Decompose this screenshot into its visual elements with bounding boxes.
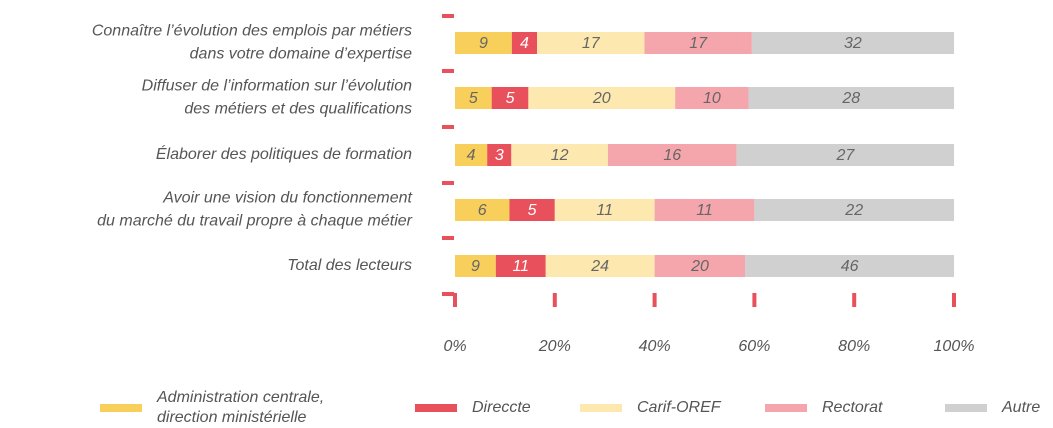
data-label: 22 bbox=[844, 202, 863, 219]
bar-segment bbox=[528, 87, 676, 109]
category-label: Connaître l’évolution des emplois par mé… bbox=[92, 23, 412, 40]
data-label: 46 bbox=[841, 258, 859, 275]
bar-segment bbox=[745, 255, 954, 277]
bar-segment bbox=[491, 87, 529, 109]
legend-label: Rectorat bbox=[822, 399, 883, 416]
data-label: 10 bbox=[703, 90, 721, 107]
bar-segment bbox=[537, 32, 645, 54]
bar-segment bbox=[455, 144, 488, 166]
data-label: 11 bbox=[696, 202, 713, 219]
category-label: Élaborer des politiques de formation bbox=[156, 144, 412, 163]
data-label: 32 bbox=[844, 35, 862, 52]
data-label: 3 bbox=[495, 147, 504, 164]
tick-mark bbox=[652, 293, 657, 307]
separator bbox=[442, 14, 454, 18]
data-label: 9 bbox=[471, 258, 480, 275]
legend-swatch bbox=[100, 404, 142, 412]
data-label: 11 bbox=[596, 202, 613, 219]
legend-swatch bbox=[415, 404, 457, 412]
data-label: 12 bbox=[551, 147, 569, 164]
data-label: 27 bbox=[835, 147, 855, 164]
bar-segment bbox=[455, 32, 512, 54]
bar-segment bbox=[511, 32, 538, 54]
bar-segment bbox=[455, 199, 510, 221]
x-tick-label: 60% bbox=[738, 338, 770, 355]
data-label: 16 bbox=[663, 147, 681, 164]
bar-segment bbox=[754, 199, 954, 221]
legend-label: Administration centrale, bbox=[156, 389, 324, 406]
separator bbox=[442, 236, 454, 240]
data-label: 5 bbox=[506, 90, 515, 107]
data-label: 9 bbox=[479, 35, 488, 52]
x-tick-label: 100% bbox=[934, 338, 975, 355]
data-label: 17 bbox=[582, 35, 601, 52]
category-label: Avoir une vision du fonctionnement bbox=[162, 190, 412, 207]
bar-segment bbox=[675, 87, 749, 109]
bar-segment bbox=[644, 32, 752, 54]
data-label: 28 bbox=[841, 90, 860, 107]
x-tick-label: 0% bbox=[443, 338, 466, 355]
bar-segment bbox=[487, 144, 512, 166]
data-label: 6 bbox=[478, 202, 487, 219]
data-label: 20 bbox=[592, 90, 611, 107]
x-tick-label: 20% bbox=[538, 338, 571, 355]
category-label: des métiers et des qualifications bbox=[184, 101, 412, 118]
data-label: 5 bbox=[528, 202, 537, 219]
legend-swatch bbox=[580, 404, 622, 412]
tick-mark bbox=[952, 293, 956, 307]
legend-label: Direccte bbox=[472, 399, 531, 416]
category-label: Total des lecteurs bbox=[287, 257, 412, 274]
separator bbox=[442, 292, 454, 296]
separator bbox=[442, 69, 454, 73]
bar-segment bbox=[509, 199, 555, 221]
legend-swatch bbox=[765, 404, 807, 412]
tick-mark bbox=[852, 293, 857, 307]
tick-mark bbox=[453, 293, 457, 307]
category-label: dans votre domaine d’expertise bbox=[190, 46, 412, 63]
bar-segment bbox=[545, 255, 655, 277]
x-tick-label: 80% bbox=[838, 338, 870, 355]
bar-segment bbox=[495, 255, 546, 277]
bar-segment bbox=[751, 32, 954, 54]
data-label: 5 bbox=[469, 90, 478, 107]
separators bbox=[442, 14, 454, 296]
bar-segment bbox=[511, 144, 608, 166]
bar-segment bbox=[455, 87, 492, 109]
bar-segment bbox=[554, 199, 655, 221]
bar-segment bbox=[455, 255, 496, 277]
data-label: 20 bbox=[690, 258, 709, 275]
category-label: du marché du travail propre à chaque mét… bbox=[97, 213, 413, 230]
legend-label: Autre bbox=[1001, 399, 1040, 416]
bar-segment bbox=[654, 199, 755, 221]
category-label: Diffuser de l’information sur l’évolutio… bbox=[142, 78, 412, 95]
legend-swatch bbox=[945, 404, 987, 412]
separator bbox=[442, 125, 454, 129]
data-label: 4 bbox=[520, 35, 529, 52]
legend-label: direction ministérielle bbox=[157, 409, 306, 426]
data-label: 4 bbox=[467, 147, 476, 164]
bar-segment bbox=[654, 255, 746, 277]
legend-label: Carif-OREF bbox=[637, 399, 722, 416]
bar-segment bbox=[748, 87, 954, 109]
bar-segment bbox=[607, 144, 737, 166]
data-label: 24 bbox=[590, 258, 609, 275]
data-label: 11 bbox=[512, 258, 529, 275]
tick-mark bbox=[552, 293, 557, 307]
data-label: 17 bbox=[689, 35, 708, 52]
separator bbox=[442, 181, 454, 185]
tick-mark bbox=[752, 293, 757, 307]
bar-segment bbox=[736, 144, 954, 166]
x-tick-label: 40% bbox=[639, 338, 671, 355]
